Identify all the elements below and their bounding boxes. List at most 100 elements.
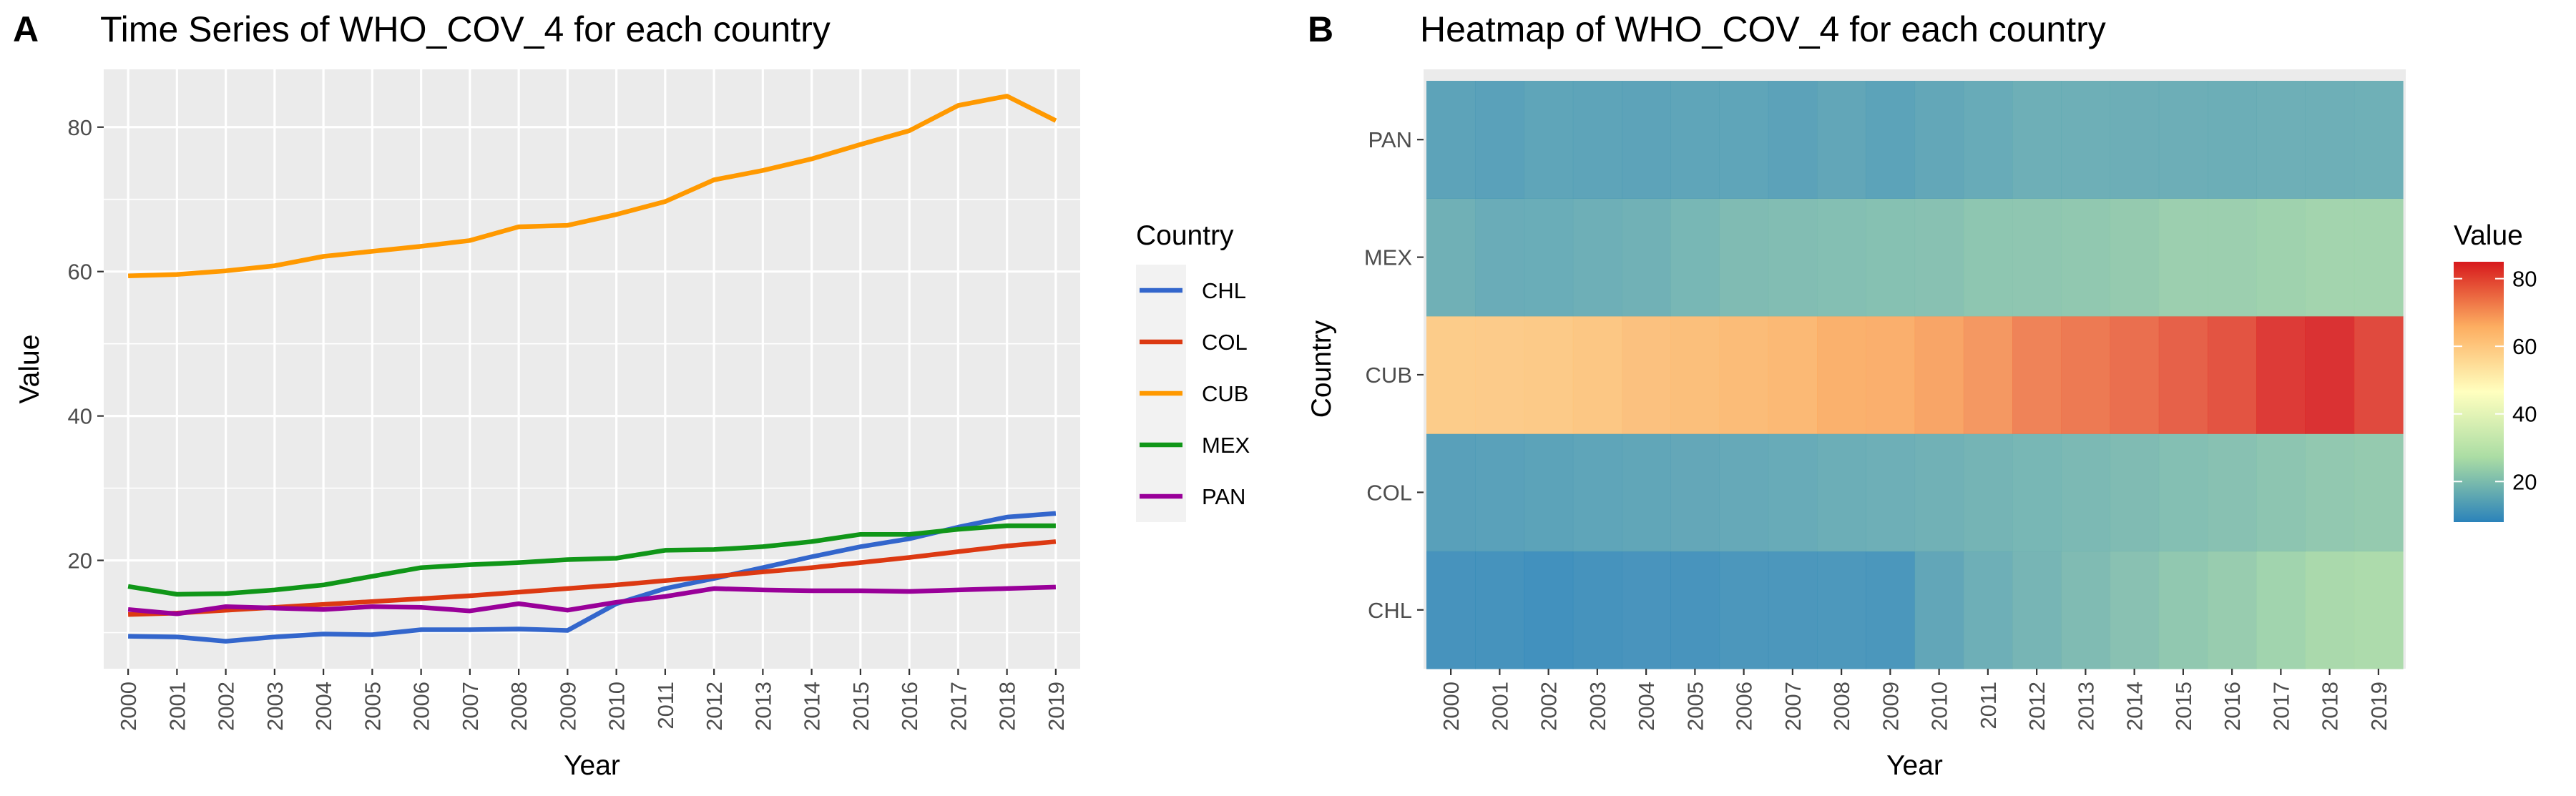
heatmap-cell — [1572, 198, 1622, 317]
heatmap-cell — [2110, 315, 2160, 434]
x-tick-label: 2018 — [2318, 682, 2343, 731]
heatmap-cell — [1475, 81, 1525, 199]
x-tick-label: 2009 — [1878, 682, 1903, 731]
heatmap-cell — [2354, 198, 2404, 317]
heatmap-cell — [1475, 433, 1525, 552]
heatmap-cell — [1670, 198, 1720, 317]
heatmap-cell — [1817, 315, 1866, 434]
heatmap-cell — [1817, 81, 1866, 199]
heatmap-cell — [2354, 551, 2404, 669]
series-line-cub — [128, 94, 1057, 279]
panel-tag: B — [1308, 9, 1333, 49]
plot-background — [104, 69, 1080, 669]
x-tick-label: 2008 — [506, 682, 532, 731]
heatmap-cell — [1572, 81, 1622, 199]
heatmap-cell — [2354, 433, 2404, 552]
x-tick-label: 2015 — [2171, 682, 2196, 731]
heatmap-cell — [1866, 551, 1916, 669]
x-tick-label: 2011 — [653, 682, 678, 729]
heatmap-cell — [1963, 81, 2013, 199]
x-tick-label: 2001 — [1487, 682, 1512, 731]
heatmap-cell — [1866, 433, 1916, 552]
heatmap-cell — [2012, 551, 2062, 669]
heatmap-cell — [2305, 433, 2355, 552]
x-tick-label: 2009 — [555, 682, 580, 731]
y-tick-label: CHL — [1368, 598, 1412, 623]
heatmap-cell — [1572, 433, 1622, 552]
heatmap-cell — [2110, 198, 2160, 317]
heatmap-cell — [1914, 315, 1964, 434]
x-tick-label: 2008 — [1829, 682, 1854, 731]
legend-title: Country — [1136, 220, 1234, 251]
heatmap-cell — [1719, 198, 1769, 317]
heatmap-cell — [2256, 315, 2306, 434]
heatmap-cell — [2012, 198, 2062, 317]
series-line-mex — [127, 523, 1056, 597]
heatmap-cell — [1475, 198, 1525, 317]
heatmap-cell — [2208, 551, 2257, 669]
heatmap-cell — [1719, 433, 1769, 552]
heatmap-cell — [1866, 315, 1916, 434]
heatmap-cell — [2061, 433, 2111, 552]
heatmap-cell — [1622, 551, 1671, 669]
x-tick-label: 2004 — [1634, 682, 1659, 731]
heatmap-cell — [2208, 315, 2257, 434]
x-tick-label: 2005 — [360, 682, 385, 731]
x-tick-label: 2013 — [750, 682, 775, 731]
heatmap-cell — [2305, 315, 2355, 434]
series-line-pan — [127, 584, 1056, 616]
heatmap-cell — [1670, 81, 1720, 199]
chart-title: Heatmap of WHO_COV_4 for each country — [1420, 9, 2106, 49]
heatmap-cell — [2110, 551, 2160, 669]
heatmap-cell — [1622, 433, 1671, 552]
heatmap-cell — [1426, 433, 1476, 552]
y-tick-label: 20 — [68, 549, 92, 574]
heatmap-cell — [1963, 433, 2013, 552]
heatmap-cell — [2158, 81, 2208, 199]
heatmap-cell — [2158, 198, 2208, 317]
heatmap-cell — [2158, 433, 2208, 552]
legend-label: CHL — [1202, 278, 1246, 303]
series-line-chl — [128, 511, 1057, 644]
y-tick-label: 80 — [68, 115, 92, 140]
legend-label: CUB — [1202, 381, 1248, 406]
y-axis-label: Country — [1306, 320, 1337, 418]
heatmap-cell — [1670, 551, 1720, 669]
heatmap-cell — [1817, 551, 1866, 669]
heatmap-cell — [2061, 551, 2111, 669]
y-tick-label: PAN — [1368, 127, 1412, 152]
heatmap-cell — [1426, 551, 1476, 669]
heatmap-cell — [1768, 433, 1818, 552]
x-tick-label: 2015 — [848, 682, 873, 731]
heatmap-cell — [1524, 433, 1574, 552]
x-tick-label: 2003 — [1585, 682, 1610, 731]
heatmap-cell — [2256, 81, 2306, 199]
heatmap-cell — [1622, 198, 1671, 317]
heatmap-cell — [1524, 81, 1574, 199]
x-tick-label: 2012 — [702, 682, 727, 731]
x-tick-label: 2019 — [2366, 682, 2391, 731]
heatmap-cell — [2256, 198, 2306, 317]
heatmap-cell — [1622, 81, 1671, 199]
x-axis-label: Year — [564, 750, 620, 781]
legend-label: MEX — [1202, 433, 1250, 458]
colorbar-tick-label: 40 — [2512, 402, 2537, 427]
heatmap-cell — [1719, 315, 1769, 434]
heatmap-cell — [1768, 315, 1818, 434]
x-tick-label: 2017 — [946, 682, 971, 731]
x-tick-label: 2013 — [2073, 682, 2098, 731]
heatmap-cell — [1426, 81, 1476, 199]
x-tick-label: 2018 — [995, 682, 1020, 731]
x-tick-label: 2006 — [1732, 682, 1757, 731]
heatmap-cell — [1963, 315, 2013, 434]
heatmap-cell — [1572, 551, 1622, 669]
heatmap-panel: CHL COL CUB MEX PAN 2000 2001 2002 2003 2004 2005 2… — [1306, 9, 2537, 781]
heatmap-cell — [2110, 433, 2160, 552]
x-tick-label: 2004 — [311, 682, 336, 731]
heatmap-cell — [2012, 81, 2062, 199]
x-tick-label: 2014 — [2122, 682, 2148, 731]
heatmap-cell — [1866, 198, 1916, 317]
heatmap-cell — [1914, 81, 1964, 199]
heatmap-cell — [2354, 81, 2404, 199]
